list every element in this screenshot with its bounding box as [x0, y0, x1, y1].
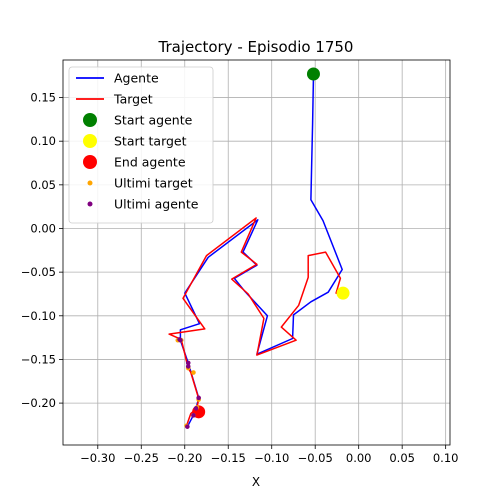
x-tick-label: −0.20 — [167, 451, 202, 465]
y-tick-label: 0.15 — [30, 91, 56, 105]
y-tick-label: −0.20 — [21, 396, 56, 410]
legend-label-target: Target — [113, 92, 153, 107]
point-ultimi-agente — [185, 424, 190, 429]
axes: −0.30 −0.25 −0.20 −0.15 −0.10 −0.05 0.00 0.05 0.… — [21, 59, 459, 465]
x-tick-label: 0.10 — [433, 451, 459, 465]
point-ultimi-agente — [185, 360, 191, 366]
x-tick-label: −0.10 — [254, 451, 289, 465]
point-ultimi-target — [191, 370, 196, 375]
y-tick-label: −0.10 — [21, 309, 56, 323]
x-axis-label: X — [252, 475, 260, 489]
x-tick-label: 0.00 — [346, 451, 372, 465]
point-ultimi-agente — [193, 406, 199, 411]
point-ultimi-agente — [177, 337, 182, 342]
chart-title: Trajectory - Episodio 1750 — [158, 38, 354, 56]
legend-swatch-start-target — [83, 134, 97, 148]
legend-label-ultimi-target: Ultimi target — [114, 176, 193, 191]
x-tick-label: −0.25 — [124, 451, 159, 465]
plot-area — [168, 67, 350, 429]
y-tick-label: −0.05 — [21, 265, 56, 279]
y-tick-label: −0.15 — [21, 352, 56, 366]
legend-label-end-agente: End agente — [114, 155, 186, 170]
y-tick-label: 0.00 — [30, 221, 56, 235]
point-ultimi-agente — [196, 395, 201, 401]
legend-label-agente: Agente — [114, 71, 159, 86]
x-tick-label: −0.15 — [211, 451, 246, 465]
x-tick-label: 0.05 — [389, 451, 415, 465]
point-ultimi-agente — [185, 364, 191, 369]
legend-swatch-start-agente — [83, 113, 97, 127]
legend-swatch-ultimi-agente — [87, 201, 93, 207]
x-tick-label: −0.30 — [80, 451, 115, 465]
point-start-target — [336, 286, 350, 300]
legend-swatch-end-agente — [83, 155, 97, 169]
axes-frame — [62, 59, 451, 446]
legend-box — [68, 66, 214, 224]
y-tick-label: 0.10 — [30, 134, 56, 148]
point-start-agente — [306, 67, 320, 81]
legend-swatch-ultimi-target — [87, 180, 93, 186]
legend-label-ultimi-agente: Ultimi agente — [114, 197, 199, 212]
x-tick-label: −0.05 — [298, 451, 333, 465]
y-tick-label: 0.05 — [30, 178, 56, 192]
legend-label-start-agente: Start agente — [114, 113, 193, 128]
legend-label-start-target: Start target — [114, 134, 187, 149]
point-ultimi-agente — [191, 413, 196, 418]
legend: Agente Target Start agente Start target End … — [68, 66, 214, 224]
series-line-target — [168, 217, 343, 427]
